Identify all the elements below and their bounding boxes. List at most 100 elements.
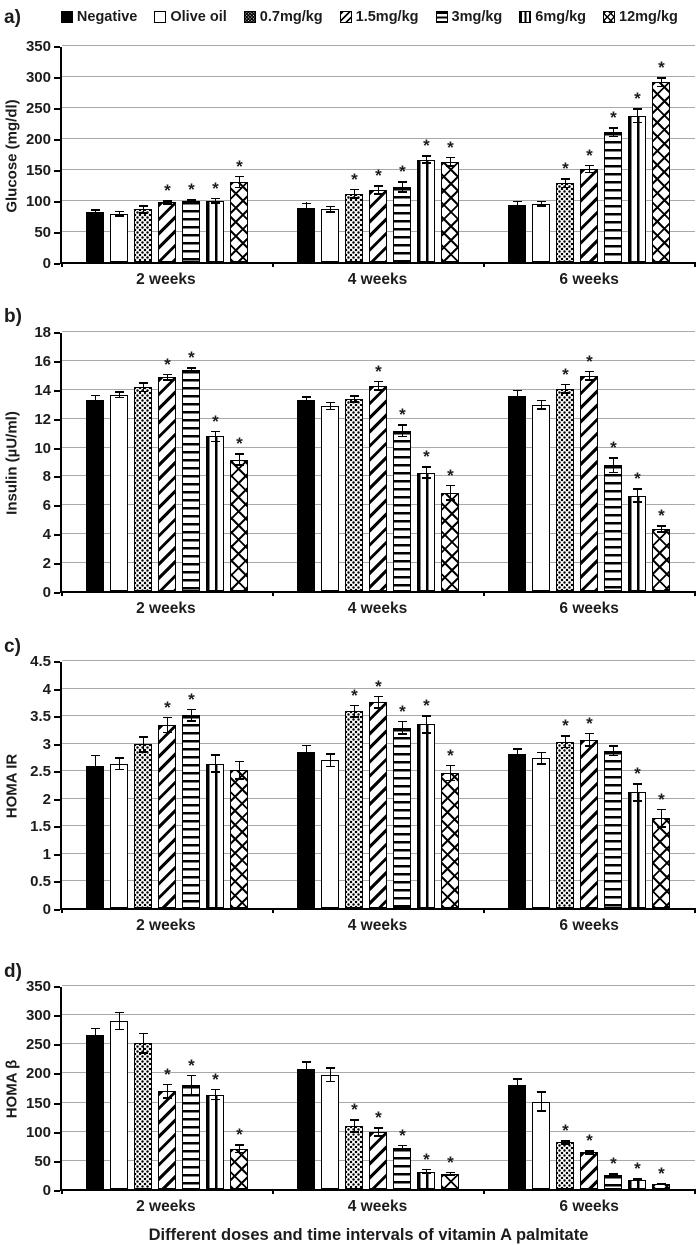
y-tick-mark: [54, 170, 60, 172]
error-bar-cap-top: [210, 430, 220, 433]
error-bar-cap-top: [90, 209, 100, 211]
bar: [393, 430, 412, 591]
error-bar-whisker: [305, 1061, 308, 1077]
error-bar-whisker: [516, 1078, 519, 1093]
gridline: [62, 138, 695, 139]
error-bar-cap-bottom: [632, 121, 642, 124]
bar-6mg-kg-4-weeks: *: [417, 662, 436, 908]
error-bar-cap-bottom: [632, 1179, 642, 1182]
error-bar-cap-bottom: [349, 197, 359, 199]
y-tick-label: 150: [25, 162, 51, 179]
error-bar-whisker: [401, 424, 404, 438]
bar: [441, 492, 460, 591]
error-bar-whisker: [425, 466, 428, 480]
x-axis-labels: 2 weeks 4 weeks 6 weeks: [60, 593, 695, 633]
significance-asterisk: *: [658, 506, 665, 526]
error-bar-cap-top: [114, 757, 124, 759]
bar-1.5mg-kg-4-weeks: *: [369, 662, 388, 908]
significance-asterisk: *: [423, 136, 430, 156]
error-bar-cap-bottom: [325, 765, 335, 768]
bar-1.5mg-kg-4-weeks: *: [369, 333, 388, 591]
error-bar-whisker: [353, 188, 356, 199]
bar-olive-oil-4-weeks: [321, 662, 340, 908]
chart-panel-d-homa-beta: d) HOMA β 0 50 100 150 200 250 300 350 * * * * * * * *…: [2, 958, 696, 1245]
bar-olive-oil-6-weeks: [532, 987, 551, 1189]
error-bar-whisker: [612, 1173, 615, 1177]
error-bar-cap-bottom: [560, 186, 570, 189]
legend-label: 12mg/kg: [619, 9, 678, 25]
y-tick-label: 4: [42, 680, 51, 698]
x-category-label: 4 weeks: [347, 600, 408, 617]
significance-asterisk: *: [188, 1055, 195, 1075]
y-tick-mark: [54, 1190, 60, 1192]
bar: [158, 1091, 177, 1189]
diag-swatch-icon: [339, 11, 352, 23]
x-category-label: 6 weeks: [559, 917, 619, 934]
error-bar-cap-top: [536, 1091, 546, 1093]
y-tick-label: 16: [34, 352, 51, 370]
x-category-label: 2 weeks: [136, 1198, 196, 1215]
bar: [532, 1101, 551, 1189]
error-bar-cap-bottom: [584, 745, 594, 748]
significance-asterisk: *: [399, 701, 406, 721]
bar: [86, 765, 105, 908]
error-bar-cap-top: [632, 108, 642, 110]
error-bar-cap-bottom: [608, 135, 618, 138]
error-bar-cap-top: [114, 390, 124, 393]
bar: [297, 1068, 316, 1189]
error-bar-cap-top: [397, 181, 407, 183]
y-tick-label: 2: [42, 790, 51, 808]
error-bar-cap-bottom: [608, 471, 618, 474]
bar-group-2-weeks: * * * *: [62, 987, 273, 1189]
error-bar-cap-bottom: [162, 379, 172, 381]
error-bar-whisker: [118, 1011, 121, 1031]
error-bar-whisker: [214, 430, 217, 443]
bar-12mg-kg-2-weeks: [230, 662, 249, 908]
bar-olive-oil-6-weeks: [532, 333, 551, 591]
error-bar-cap-bottom: [584, 379, 594, 381]
y-tick-label: 0: [42, 255, 51, 272]
bar-0.7mg-kg-4-weeks: *: [345, 987, 364, 1189]
significance-asterisk: *: [610, 438, 617, 458]
error-bar-cap-top: [349, 1119, 359, 1121]
bar-6mg-kg-6-weeks: *: [628, 662, 647, 908]
error-bar-whisker: [612, 127, 615, 138]
legend-label: 0.7mg/kg: [259, 9, 323, 25]
error-bar-whisker: [190, 199, 193, 204]
gridline: [62, 1072, 695, 1074]
bar: [628, 495, 647, 591]
significance-asterisk: *: [634, 89, 641, 109]
bar: [532, 203, 551, 262]
open-swatch-icon: [154, 11, 167, 23]
bar-3mg-kg-2-weeks: *: [182, 333, 201, 591]
error-bar-cap-top: [349, 704, 359, 707]
dots-swatch-icon: [243, 11, 256, 23]
error-bar-cap-top: [560, 734, 570, 737]
y-tick-label: 2: [42, 555, 51, 573]
error-bar-cap-top: [632, 1177, 642, 1180]
bar-0.7mg-kg-2-weeks: [134, 987, 153, 1189]
error-bar-whisker: [588, 164, 591, 174]
bar-group-4-weeks: * * * * *: [273, 987, 484, 1189]
y-tick-mark: [54, 447, 60, 450]
panel-b-header: b): [2, 303, 695, 329]
y-tick-mark: [54, 389, 60, 392]
error-bar-cap-bottom: [90, 1039, 100, 1042]
bar: [393, 186, 412, 262]
error-bar-whisker: [94, 394, 97, 407]
error-bar-cap-bottom: [373, 1134, 383, 1137]
bar-3mg-kg-6-weeks: *: [604, 47, 623, 262]
error-bar-cap-top: [114, 210, 124, 213]
error-bar-cap-top: [584, 370, 594, 373]
error-bar-cap-top: [325, 1067, 335, 1069]
error-bar-whisker: [238, 453, 241, 467]
error-bar-cap-top: [632, 782, 642, 785]
x-tick-mark: [61, 591, 63, 596]
error-bar-whisker: [353, 1119, 356, 1134]
y-tick-mark: [54, 534, 60, 537]
error-bar-whisker: [353, 704, 356, 718]
bar-olive-oil-2-weeks: [110, 47, 129, 262]
error-bar-cap-bottom: [349, 400, 359, 403]
y-tick-label: 200: [25, 131, 51, 148]
bar: [556, 741, 575, 908]
